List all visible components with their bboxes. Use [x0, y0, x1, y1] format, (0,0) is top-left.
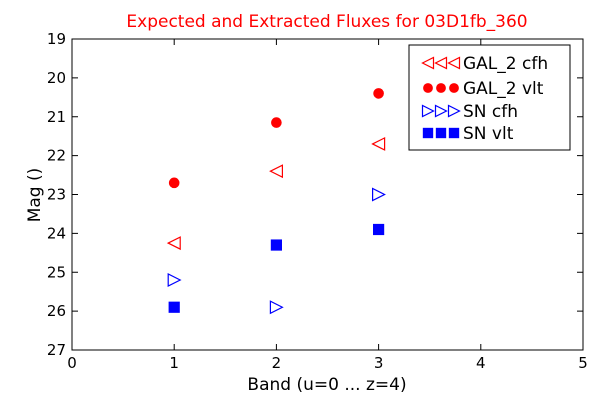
y-tick-label: 21	[47, 108, 66, 126]
y-tick-label: 25	[47, 263, 66, 281]
point-gal-2-cfh	[269, 164, 283, 179]
y-tick-label: 27	[47, 341, 66, 359]
legend-label: SN cfh	[463, 102, 518, 122]
y-tick-label: 22	[47, 147, 66, 165]
point-sn-cfh	[269, 300, 284, 315]
point-gal-2-cfh	[166, 236, 181, 251]
legend-label: GAL_2 cfh	[463, 54, 548, 74]
legend-marker	[447, 56, 461, 70]
x-tick-label: 1	[169, 354, 179, 372]
y-tick-label: 26	[47, 302, 66, 320]
y-axis-label: Mag ()	[25, 168, 45, 223]
legend-label: SN vlt	[463, 124, 514, 144]
y-axis: 19 20 21 22 23 24 25 26 27	[47, 30, 583, 359]
chart-title: Expected and Extracted Fluxes for 03D1fb…	[126, 12, 527, 32]
legend-marker	[435, 127, 447, 139]
legend-marker	[422, 127, 434, 139]
legend-marker	[436, 83, 446, 93]
legend-marker	[434, 104, 448, 118]
y-tick-label: 23	[47, 186, 66, 204]
legend-marker	[449, 83, 459, 93]
point-sn-vlt	[373, 223, 385, 236]
x-tick-label: 0	[67, 354, 77, 372]
x-axis-label: Band (u=0 ... z=4)	[247, 375, 406, 395]
legend-marker	[434, 56, 448, 70]
point-sn-vlt	[168, 301, 180, 313]
legend-marker	[447, 104, 461, 118]
point-sn-cfh	[372, 187, 386, 202]
data-points	[166, 88, 386, 315]
legend-marker	[421, 104, 435, 118]
legend-marker	[448, 127, 460, 139]
point-gal-2-cfh	[371, 136, 386, 151]
x-axis: 0 1 2 3 4 5	[67, 39, 588, 372]
point-gal-2-vlt	[373, 88, 384, 99]
x-tick-label: 3	[374, 354, 384, 372]
legend-marker	[423, 83, 433, 93]
y-tick-label: 19	[47, 30, 66, 48]
point-gal-2-vlt	[271, 117, 282, 128]
x-tick-label: 2	[272, 354, 282, 372]
y-tick-label: 20	[47, 69, 66, 87]
legend-label: GAL_2 vlt	[463, 79, 544, 99]
point-sn-cfh	[167, 273, 182, 287]
legend-marker	[421, 56, 435, 70]
point-gal-2-vlt	[168, 177, 180, 189]
y-tick-label: 24	[47, 224, 66, 242]
x-tick-label: 5	[578, 354, 588, 372]
x-tick-label: 4	[476, 354, 486, 372]
point-sn-vlt	[270, 239, 282, 251]
